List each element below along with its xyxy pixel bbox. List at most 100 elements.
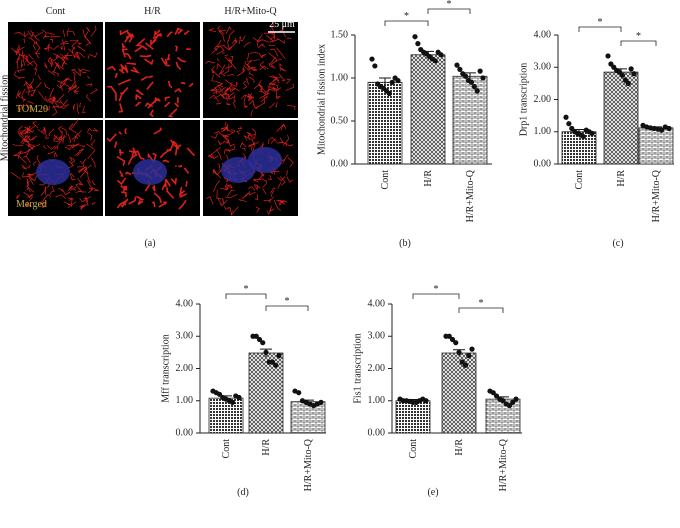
y-tick-label: 2.00 [368,363,386,374]
mito-texture [106,27,194,118]
data-point [389,79,395,85]
data-point [229,399,236,405]
data-point [415,41,421,47]
x-tick-label: H/R+Mito-Q [651,169,662,222]
y-tick-label: 0.50 [331,115,349,126]
chart: 0.00 1.00 2.00 3.00 4.00 Fis1 transcription (e… [352,284,522,498]
x-tick-label: H/R [423,170,434,187]
x-tick-label: Cont [408,439,419,459]
channel-label: TOM20 [16,104,48,115]
data-point [666,125,672,132]
y-tick-label: 0.00 [368,427,386,438]
x-tick-label: Cont [574,170,585,190]
x-tick-label: Cont [221,439,232,459]
y-tick-label: 3.00 [176,331,194,342]
y-tick-label: 1.50 [331,29,349,40]
significance-label: * [434,284,439,295]
data-point [589,130,595,136]
data-point [273,362,279,368]
data-point [625,80,631,86]
data-point [456,349,462,355]
significance-label: * [285,296,290,307]
data-point [462,362,469,368]
nucleus [221,157,255,183]
bar [638,127,674,165]
significance-label: * [404,11,409,22]
panel-label: (d) [237,487,249,498]
microscopy-panel: Cont H/R H/R+Mito-Q 25 μm TOM20 Merged Mitocho… [0,6,298,249]
data-point [459,359,465,365]
y-tick-label: 2.00 [176,363,194,374]
data-point [566,121,572,127]
channel-label: Merged [16,199,47,210]
y-tick-label: 1.00 [534,126,552,137]
data-point [580,133,586,140]
y-tick-label: 4.00 [534,29,552,40]
column-label: H/R [144,6,161,17]
significance-bracket [225,293,267,299]
chart: 0.00 1.00 2.00 3.00 4.00 Mff transcription (d)… [160,284,326,498]
data-point [260,340,266,346]
significance-label: * [447,0,452,10]
y-axis-label: Drp1 transcription [518,63,529,137]
data-point [432,58,438,64]
chart: 0.00 0.50 1.00 1.50 Mitochondrial fission in… [316,0,492,249]
y-tick-label: 3.00 [534,62,552,73]
significance-label: * [598,17,603,28]
x-tick-label: H/R [454,439,465,456]
data-point [658,127,665,133]
bar [290,401,326,434]
mito-texture [10,25,98,116]
significance-bracket [578,26,622,32]
bar [367,81,403,165]
data-point [471,84,477,90]
x-tick-label: Cont [380,170,391,190]
bar [603,71,639,165]
bar [485,398,521,434]
data-point [296,390,302,396]
data-point [506,402,513,409]
significance-label: * [479,298,484,309]
data-point [605,53,611,59]
data-point [453,340,459,346]
significance-bracket [412,293,460,299]
data-point [263,349,269,355]
y-tick-label: 1.00 [331,72,349,83]
bar [441,352,477,434]
bar [410,54,446,165]
data-point [463,73,469,79]
x-tick-label: H/R+Mito-Q [303,438,314,491]
data-point [490,390,496,396]
data-point [477,68,483,74]
data-point [480,75,486,81]
x-tick-label: H/R [261,439,272,456]
significance-label: * [636,31,641,42]
data-point [412,34,418,40]
significance-bracket [265,305,309,311]
y-tick-label: 0.00 [534,158,552,169]
row-title: Mitochondrial fission [0,75,10,161]
scale-bar-label: 25 μm [269,19,295,30]
mito-texture [10,119,99,210]
y-tick-label: 1.00 [368,395,386,406]
nucleus [36,159,70,185]
data-point [269,359,276,365]
panel-label: (e) [427,487,438,498]
y-axis-label: Fis1 transcription [352,333,363,403]
bar [208,397,244,434]
column-label: Cont [46,6,66,17]
y-tick-label: 3.00 [368,331,386,342]
nucleus [133,159,167,185]
data-point [395,77,401,84]
data-point [423,398,429,404]
x-tick-label: H/R+Mito-Q [498,438,509,491]
data-point [236,394,242,401]
data-point [631,71,637,77]
data-point [318,399,324,405]
mito-texture [205,23,296,117]
panel-label: (a) [144,238,155,249]
data-point [386,90,392,97]
y-tick-label: 4.00 [368,298,386,309]
chart: 0.00 1.00 2.00 3.00 4.00 Drp1 transcription (c… [518,17,674,249]
